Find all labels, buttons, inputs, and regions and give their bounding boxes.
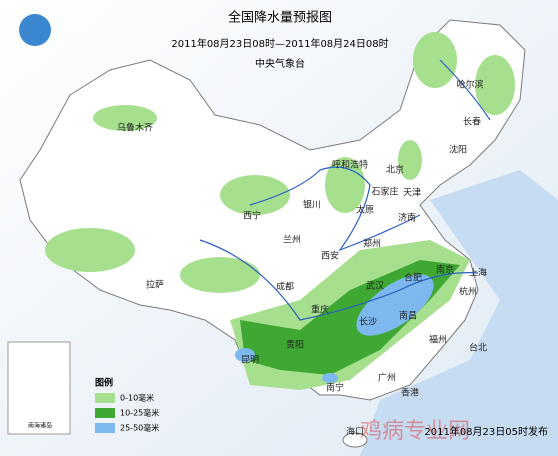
city-label: 西安 bbox=[321, 250, 339, 262]
legend-swatch bbox=[95, 408, 115, 418]
city-label: 重庆 bbox=[311, 304, 329, 316]
rain-area bbox=[413, 32, 457, 88]
rain-area bbox=[475, 55, 515, 115]
city-label: 贵阳 bbox=[286, 339, 304, 351]
city-label: 兰州 bbox=[283, 234, 301, 246]
logo bbox=[19, 14, 51, 46]
rain-area bbox=[235, 348, 255, 362]
rain-area bbox=[356, 274, 434, 336]
rain-areas bbox=[45, 32, 515, 390]
inset-frame bbox=[7, 341, 71, 435]
city-label: 杭州 bbox=[459, 286, 477, 298]
city-label: 乌鲁木齐 bbox=[117, 122, 153, 134]
legend-swatch bbox=[95, 393, 115, 403]
subtitle: 2011年08月23日08时—2011年08月24日08时 bbox=[171, 37, 388, 50]
rivers bbox=[199, 59, 491, 321]
legend-label: 25-50毫米 bbox=[120, 423, 159, 433]
footer: 2011年08月23日05时发布 bbox=[424, 425, 548, 438]
legend: 0-10毫米 10-25毫米 25-50毫米 bbox=[95, 393, 159, 433]
city-label: 武汉 bbox=[366, 280, 384, 292]
city-label: 香港 bbox=[401, 387, 419, 399]
city-label: 长沙 bbox=[359, 316, 377, 328]
island bbox=[342, 432, 368, 448]
city-label: 福州 bbox=[429, 334, 447, 346]
city-label: 成都 bbox=[276, 281, 294, 293]
city-label: 南京 bbox=[436, 264, 454, 276]
legend-title: 图例 bbox=[95, 377, 113, 389]
city-label: 天津 bbox=[403, 188, 421, 199]
rain-area bbox=[398, 140, 422, 180]
city-label: 太原 bbox=[356, 204, 374, 216]
rain-area bbox=[325, 157, 365, 213]
city-label: 济南 bbox=[398, 212, 416, 224]
legend-label: 0-10毫米 bbox=[120, 393, 154, 403]
city-label: 银川 bbox=[303, 199, 321, 211]
city-label: 呼和浩特 bbox=[332, 159, 368, 171]
city-label: 拉萨 bbox=[146, 279, 164, 291]
city-label: 北京 bbox=[386, 164, 404, 176]
city-label: 广州 bbox=[378, 372, 396, 384]
city-label: 西宁 bbox=[243, 210, 261, 222]
city-label: 哈尔滨 bbox=[456, 79, 483, 91]
city-label: 合肥 bbox=[404, 272, 422, 284]
rain-area bbox=[93, 105, 157, 131]
sea bbox=[360, 170, 558, 456]
issuer: 中央气象台 bbox=[255, 57, 305, 70]
city-label: 郑州 bbox=[363, 238, 381, 250]
rain-area bbox=[220, 175, 290, 215]
rain-area bbox=[322, 373, 338, 383]
legend-swatch bbox=[95, 423, 115, 433]
city-label: 南宁 bbox=[326, 382, 344, 394]
rain-area bbox=[180, 257, 260, 293]
inset-label: 南海诸岛 bbox=[28, 422, 52, 430]
rain-area bbox=[45, 228, 135, 272]
title: 全国降水量预报图 bbox=[228, 10, 332, 26]
city-label: 南昌 bbox=[399, 310, 417, 322]
city-label: 石家庄 bbox=[371, 186, 398, 198]
city-label: 昆明 bbox=[241, 355, 259, 366]
watermark: 鸡病专业网 bbox=[360, 419, 470, 444]
city-label: 上海 bbox=[469, 267, 487, 279]
city-label: 长春 bbox=[463, 116, 481, 128]
city-label: 台北 bbox=[469, 342, 487, 354]
city-label: 沈阳 bbox=[449, 144, 467, 156]
city-label: 海口 bbox=[346, 426, 364, 438]
legend-label: 10-25毫米 bbox=[120, 408, 159, 418]
